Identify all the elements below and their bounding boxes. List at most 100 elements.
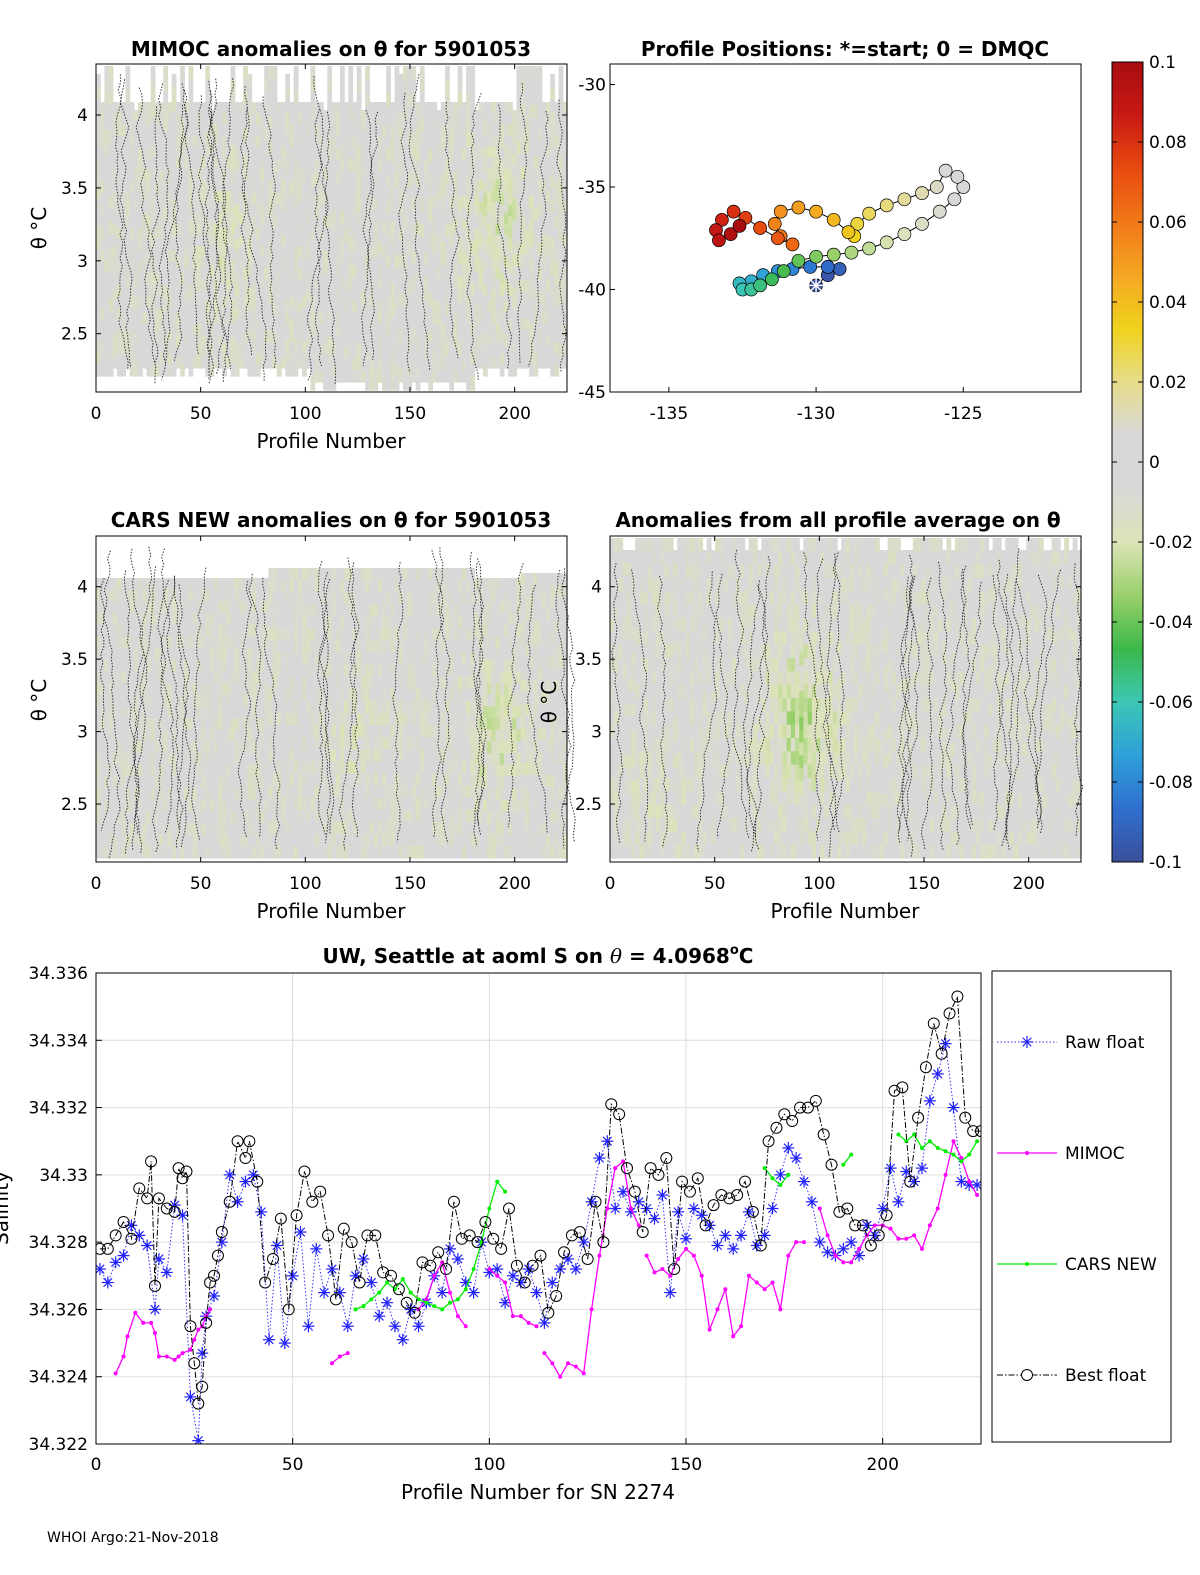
anomaly-cell: [440, 785, 446, 799]
anomaly-cell: [230, 246, 236, 261]
anomaly-cell: [508, 170, 513, 183]
anomaly-cell: [411, 342, 417, 357]
anomaly-cell: [243, 741, 248, 754]
y-tick-label: 3.5: [61, 179, 88, 199]
anomaly-cell: [243, 254, 248, 268]
anomaly-cell: [529, 117, 534, 132]
anomaly-cell: [436, 845, 442, 859]
anomaly-cell: [100, 589, 106, 602]
anomaly-cell: [428, 616, 434, 630]
anomaly-cell: [276, 604, 282, 617]
anomaly-cell: [449, 676, 455, 690]
anomaly-cell: [180, 91, 185, 106]
anomaly-cell: [457, 263, 463, 278]
anomaly-cell: [234, 834, 240, 847]
anomaly-cell: [419, 761, 425, 775]
anomaly-cell: [445, 797, 450, 811]
anomaly-cell: [335, 761, 341, 775]
anomaly-cell: [344, 358, 349, 371]
anomaly-cell: [133, 209, 139, 222]
anomaly-cell: [394, 737, 400, 750]
anomaly-cell: [184, 235, 190, 247]
anomaly-cell: [390, 114, 396, 127]
anomaly-cell: [310, 640, 316, 654]
anomaly-cell: [411, 171, 417, 186]
anomaly-cell: [129, 136, 135, 149]
anomaly-cell: [432, 207, 438, 220]
anomaly-cell: [125, 718, 131, 731]
anomaly-cell: [264, 166, 270, 180]
anomaly-cell: [356, 131, 362, 146]
anomaly-cell: [302, 664, 307, 678]
anomaly-cell: [159, 764, 164, 777]
anomaly-cell: [192, 223, 198, 236]
anomaly-cell: [524, 317, 530, 331]
anomaly-cell: [373, 773, 379, 787]
anomaly-cell: [230, 363, 236, 377]
anomaly-cell: [558, 204, 564, 218]
anomaly-cell: [457, 676, 463, 690]
anomaly-cell: [154, 318, 160, 331]
anomaly-cell: [516, 91, 522, 105]
anomaly-cell: [503, 235, 509, 247]
anomaly-cell: [104, 246, 110, 261]
anomaly-cell: [222, 823, 227, 836]
anomaly-cell: [285, 688, 291, 702]
anomaly-cell: [508, 307, 513, 320]
anomaly-cell: [373, 114, 379, 127]
anomaly-cell: [381, 294, 387, 307]
anomaly-cell: [348, 303, 354, 317]
anomaly-cell: [171, 823, 177, 836]
anomaly-cell: [348, 700, 354, 714]
anomaly-cell: [487, 323, 492, 336]
anomaly-cell: [117, 113, 122, 126]
anomaly-cell: [205, 589, 211, 602]
anomaly-cell: [272, 640, 278, 654]
anomaly-cell: [238, 157, 244, 170]
anomaly-cell: [453, 628, 459, 642]
anomaly-cell: [129, 330, 135, 343]
anomaly-cell: [415, 725, 421, 738]
anomaly-cell: [260, 113, 265, 125]
anomaly-cell: [196, 601, 202, 614]
anomaly-cell: [104, 233, 110, 248]
anomaly-cell: [394, 268, 400, 283]
anomaly-cell: [133, 613, 139, 626]
anomaly-cell: [167, 261, 173, 274]
anomaly-cell: [516, 342, 522, 357]
anomaly-cell: [260, 345, 265, 358]
anomaly-cell: [104, 324, 110, 338]
anomaly-cell: [302, 604, 307, 617]
anomaly-cell: [238, 268, 244, 280]
anomaly-cell: [474, 303, 480, 315]
anomaly-cell: [344, 207, 349, 220]
anomaly-cell: [323, 156, 328, 169]
anomaly-cell: [138, 136, 143, 149]
anomaly-cell: [213, 257, 219, 269]
anomaly-cell: [302, 652, 307, 666]
anomaly-cell: [293, 640, 299, 654]
anomaly-cell: [276, 833, 282, 847]
anomaly-cell: [352, 785, 358, 799]
anomaly-cell: [281, 246, 286, 258]
anomaly-cell: [323, 652, 328, 666]
anomaly-cell: [180, 624, 185, 637]
anomaly-cell: [142, 102, 148, 114]
anomaly-cell: [533, 233, 539, 248]
anomaly-cell: [377, 725, 383, 738]
anomaly-cell: [121, 799, 127, 812]
anomaly-cell: [356, 79, 362, 93]
anomaly-cell: [386, 809, 391, 823]
anomaly-cell: [192, 624, 198, 637]
anomaly-cell: [508, 330, 513, 343]
anomaly-cell: [390, 568, 396, 581]
anomaly-cell: [352, 845, 358, 859]
anomaly-cell: [386, 93, 391, 108]
anomaly-cell: [470, 336, 476, 351]
anomaly-cell: [217, 624, 223, 637]
anomaly-cell: [96, 846, 101, 859]
anomaly-cell: [360, 370, 366, 383]
anomaly-cell: [331, 809, 337, 823]
anomaly-cell: [402, 214, 408, 229]
anomaly-cell: [348, 263, 354, 278]
